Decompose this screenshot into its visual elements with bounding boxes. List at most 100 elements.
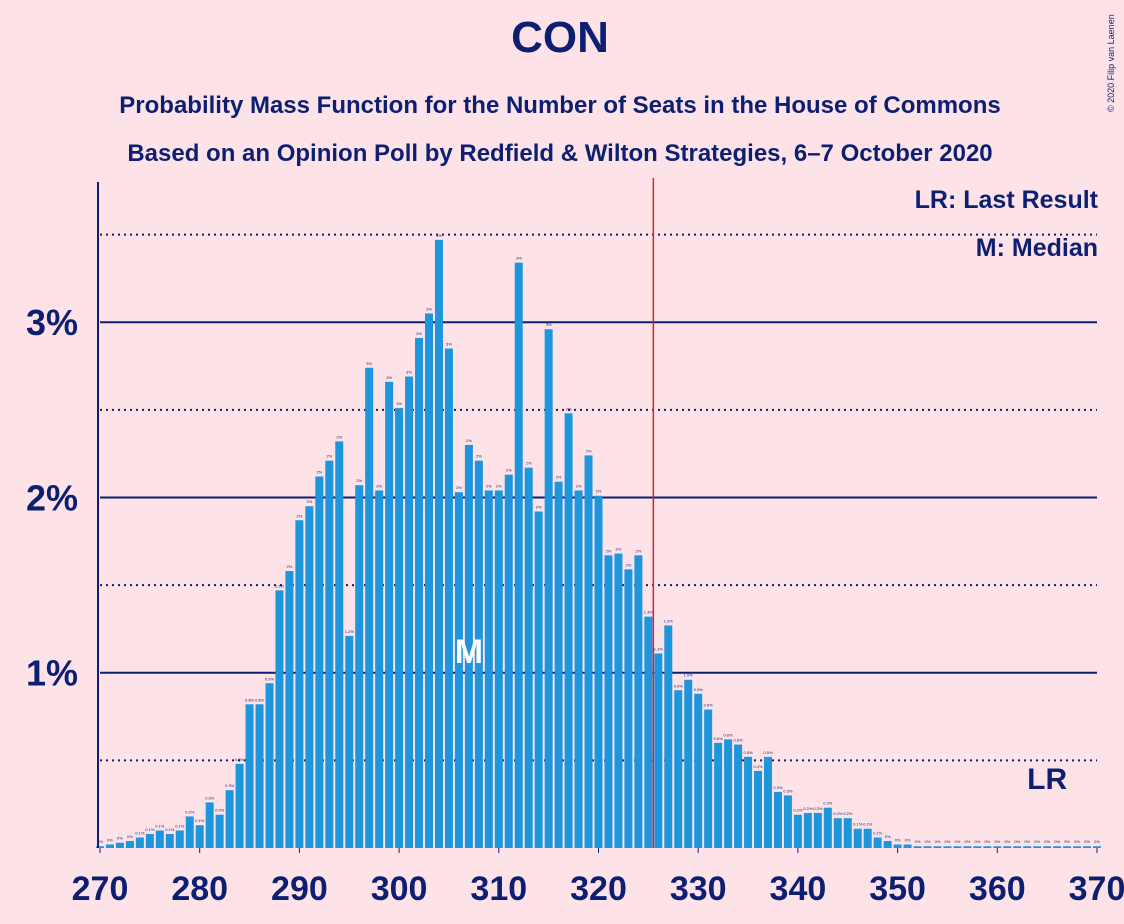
bar bbox=[634, 555, 643, 848]
bar bbox=[773, 791, 782, 848]
value-label: 0% bbox=[994, 839, 1000, 844]
bar bbox=[115, 842, 124, 848]
bar bbox=[345, 635, 354, 848]
bar bbox=[893, 844, 902, 848]
bar bbox=[484, 490, 493, 848]
value-label: 0.6% bbox=[724, 732, 734, 737]
bar bbox=[295, 520, 304, 848]
bar bbox=[684, 679, 693, 848]
value-label: 0% bbox=[915, 839, 921, 844]
value-label: 0% bbox=[905, 837, 911, 842]
value-label: 0.2% bbox=[823, 801, 833, 806]
bar bbox=[265, 683, 274, 848]
value-label: 0.6% bbox=[734, 738, 744, 743]
x-tick-label: 330 bbox=[670, 870, 727, 908]
value-label: 2% bbox=[586, 448, 592, 453]
bar bbox=[245, 704, 254, 848]
bar bbox=[315, 476, 324, 848]
value-label: 1.5% bbox=[275, 583, 285, 588]
last-result-marker: LR bbox=[1027, 763, 1067, 796]
bar bbox=[225, 790, 234, 848]
value-label: 2% bbox=[356, 478, 362, 483]
bar bbox=[1053, 846, 1062, 848]
bar bbox=[395, 408, 404, 848]
value-label: 2% bbox=[336, 434, 342, 439]
bar bbox=[275, 590, 284, 848]
x-tick-label: 360 bbox=[969, 870, 1026, 908]
value-label: 0% bbox=[895, 837, 901, 842]
value-label: 2% bbox=[536, 504, 542, 509]
bar bbox=[923, 846, 932, 848]
bar bbox=[434, 239, 443, 848]
value-label: 0% bbox=[1014, 839, 1020, 844]
bar bbox=[375, 490, 384, 848]
bar bbox=[624, 569, 633, 848]
bar bbox=[694, 693, 703, 848]
value-label: 0.9% bbox=[265, 676, 275, 681]
value-label: 0% bbox=[1094, 839, 1100, 844]
value-label: 0.5% bbox=[743, 750, 753, 755]
bar bbox=[873, 837, 882, 848]
value-label: 0.1% bbox=[175, 823, 185, 828]
value-label: 0.4% bbox=[753, 764, 763, 769]
value-label: 0% bbox=[984, 839, 990, 844]
y-tick-label: 3% bbox=[26, 302, 78, 343]
bar bbox=[863, 828, 872, 848]
value-label: 0% bbox=[107, 837, 113, 842]
value-label: 2% bbox=[606, 548, 612, 553]
credit: © 2020 Filip van Laenen bbox=[1106, 14, 1116, 112]
bar bbox=[385, 381, 394, 848]
bar bbox=[1073, 846, 1082, 848]
value-label: 2% bbox=[616, 547, 622, 552]
value-label: 3% bbox=[406, 370, 412, 375]
value-label: 2% bbox=[506, 468, 512, 473]
value-label: 2% bbox=[306, 499, 312, 504]
bar bbox=[574, 490, 583, 848]
bar bbox=[644, 616, 653, 848]
bar bbox=[135, 837, 144, 848]
bar bbox=[1083, 846, 1092, 848]
value-label: 0.8% bbox=[245, 697, 255, 702]
bar bbox=[145, 833, 154, 848]
bar bbox=[734, 744, 743, 848]
value-label: 0% bbox=[1044, 839, 1050, 844]
bar bbox=[444, 348, 453, 848]
value-label: 2% bbox=[316, 469, 322, 474]
bar bbox=[474, 460, 483, 848]
bar bbox=[933, 846, 942, 848]
value-label: 0% bbox=[1054, 839, 1060, 844]
bar bbox=[704, 709, 713, 848]
bar bbox=[415, 337, 424, 848]
bar bbox=[674, 690, 683, 848]
x-tick-label: 370 bbox=[1069, 870, 1124, 908]
bar bbox=[664, 625, 673, 848]
value-label: 0.6% bbox=[714, 736, 724, 741]
value-label: 0.2% bbox=[185, 809, 195, 814]
bar bbox=[724, 739, 733, 848]
value-label: 3% bbox=[386, 375, 392, 380]
value-label: 1.1% bbox=[654, 646, 664, 651]
value-label: 0% bbox=[1034, 839, 1040, 844]
bar bbox=[594, 495, 603, 848]
value-label: 2% bbox=[626, 562, 632, 567]
bar bbox=[833, 818, 842, 848]
value-label: 0% bbox=[127, 834, 133, 839]
bar bbox=[195, 825, 204, 848]
value-label: 0.2% bbox=[803, 806, 813, 811]
value-label: 3% bbox=[546, 322, 552, 327]
bar bbox=[125, 840, 134, 848]
value-label: 0.8% bbox=[255, 697, 265, 702]
bar bbox=[1093, 846, 1101, 848]
value-label: 0% bbox=[1074, 839, 1080, 844]
bar bbox=[1003, 846, 1012, 848]
value-label: 0.3% bbox=[773, 785, 783, 790]
x-tick-label: 340 bbox=[770, 870, 827, 908]
value-label: 0.5% bbox=[235, 757, 245, 762]
bar bbox=[285, 571, 294, 848]
value-label: 2% bbox=[476, 454, 482, 459]
bar bbox=[235, 763, 244, 848]
bar bbox=[1013, 846, 1022, 848]
bar bbox=[883, 840, 892, 848]
value-label: 0.2% bbox=[793, 808, 803, 813]
bar bbox=[754, 770, 763, 848]
